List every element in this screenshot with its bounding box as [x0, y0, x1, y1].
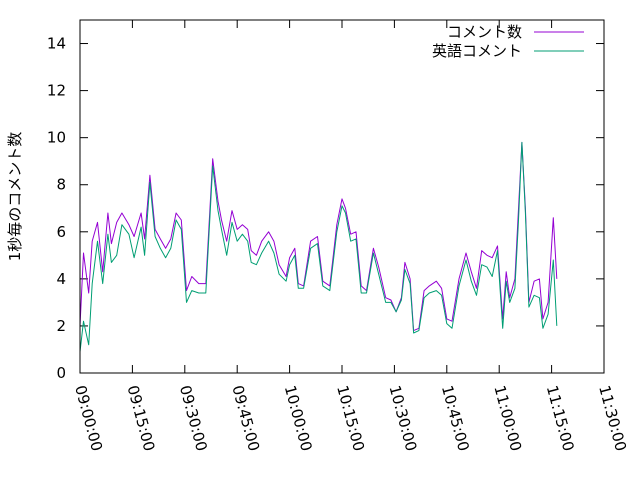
y-tick-label: 6: [56, 223, 66, 241]
y-tick-label: 2: [56, 317, 66, 335]
y-tick-label: 8: [56, 176, 66, 194]
legend-label: コメント数: [447, 23, 522, 41]
x-tick-label: 10:15:00: [333, 383, 368, 453]
x-tick-label: 11:00:00: [490, 383, 525, 453]
x-tick-label: 11:30:00: [595, 383, 630, 453]
legend-label: 英語コメント: [432, 42, 522, 60]
x-tick-label: 10:30:00: [386, 383, 421, 453]
x-tick-label: 09:00:00: [71, 383, 106, 453]
series-group: [79, 141, 558, 352]
series-line-2: [79, 141, 558, 352]
x-tick-label: 09:15:00: [124, 383, 159, 453]
plot-frame: [79, 19, 605, 374]
y-tick-label: 10: [47, 129, 66, 147]
x-tick-label: 10:45:00: [438, 383, 473, 453]
y-tick-label: 14: [47, 35, 66, 53]
series-line-1: [79, 141, 558, 332]
x-tick-label: 09:30:00: [176, 383, 211, 453]
y-axis-ticks: 0 2 4 6 8 10 12 14: [47, 35, 604, 382]
y-tick-label: 12: [47, 82, 66, 100]
x-tick-label: 11:15:00: [543, 383, 578, 453]
y-axis-label: 1秒毎のコメント数: [6, 132, 24, 262]
x-tick-label: 09:45:00: [228, 383, 263, 453]
y-tick-label: 0: [56, 364, 66, 382]
x-tick-label: 10:00:00: [281, 383, 316, 453]
y-tick-label: 4: [56, 270, 66, 288]
